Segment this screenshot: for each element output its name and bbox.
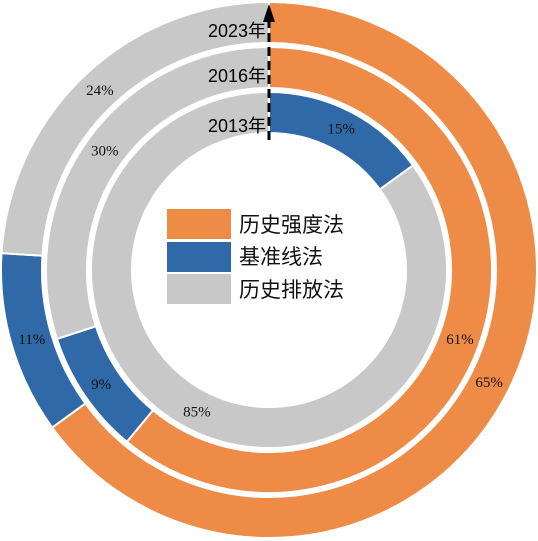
- year-label-2023: 2023年: [208, 21, 266, 41]
- label-2016-intensity: 61%: [446, 332, 474, 348]
- label-2023-baseline: 11%: [18, 332, 45, 348]
- legend-swatch-emission: [167, 274, 231, 304]
- legend-label-emission: 历史排放法: [239, 278, 344, 302]
- label-2013-emission: 85%: [183, 405, 211, 421]
- segment-2016-intensity: [125, 45, 493, 494]
- year-label-2013: 2013年: [208, 116, 266, 136]
- arrow-head: [263, 4, 275, 22]
- label-2016-emission: 30%: [91, 144, 119, 160]
- year-label-2016: 2016年: [208, 66, 266, 86]
- legend-label-intensity: 历史强度法: [239, 213, 344, 237]
- legend: 历史强度法 基准线法 历史排放法: [167, 209, 344, 304]
- segment-2013-emission: [90, 90, 448, 449]
- time-arrow: [263, 4, 275, 140]
- legend-label-baseline: 基准线法: [239, 245, 323, 269]
- label-2023-intensity: 65%: [475, 375, 503, 391]
- label-2023-emission: 24%: [86, 83, 114, 99]
- segment-2023-emission: [0, 0, 270, 257]
- legend-swatch-baseline: [167, 242, 231, 272]
- legend-swatch-intensity: [167, 209, 231, 239]
- percentage-labels: 15% 85% 61% 9% 30% 65% 11% 24%: [18, 83, 502, 421]
- year-labels: 2023年 2016年 2013年: [208, 21, 266, 136]
- label-2016-baseline: 9%: [91, 377, 111, 393]
- label-2013-baseline: 15%: [327, 121, 355, 137]
- segment-2023-intensity: [50, 0, 538, 539]
